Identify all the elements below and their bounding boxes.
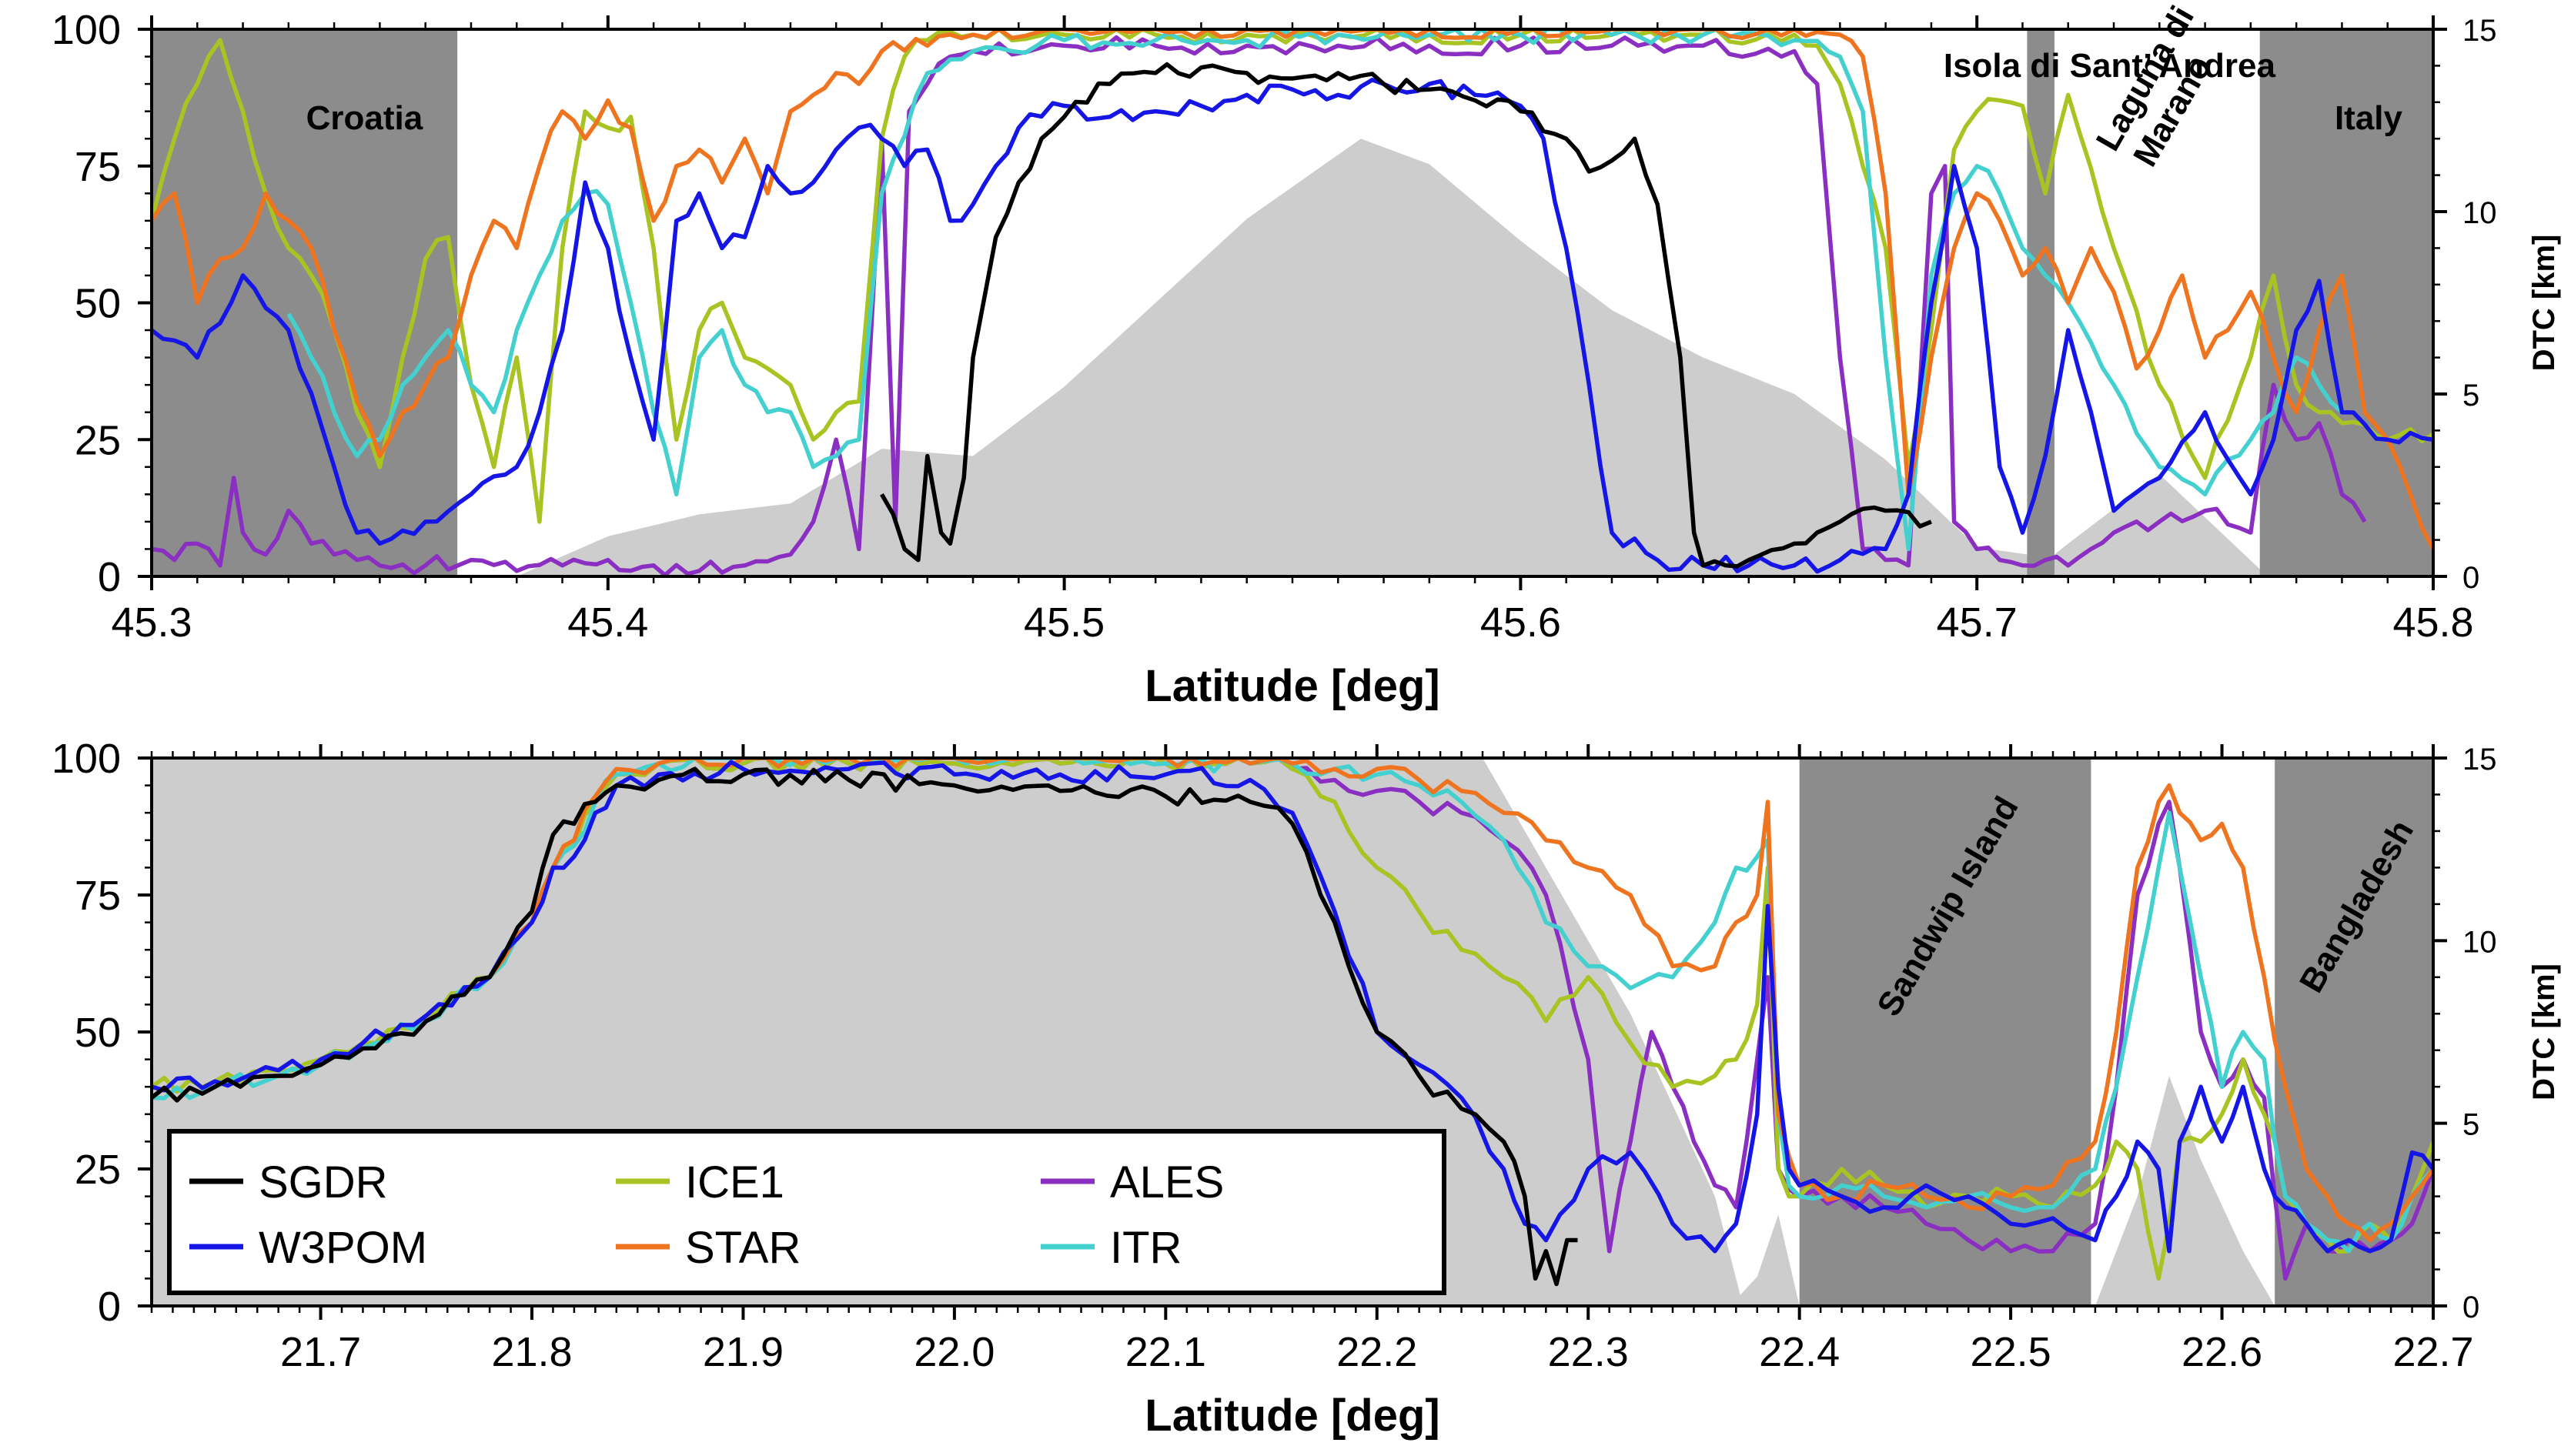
legend-box [167,1129,1446,1295]
y2-tick-label: 5 [2462,379,2479,412]
y-tick-label: 25 [75,1147,121,1193]
x-axis-title: Latitude [deg] [1145,661,1439,711]
y-tick-label: 75 [75,144,121,190]
x-tick-label: 21.9 [703,1329,784,1375]
legend: SGDR W3POM ICE1 STAR ALES ITR [167,1129,1446,1295]
land-region-1 [1799,758,2091,1306]
dtc-area [152,139,2433,576]
y2-tick-label: 15 [2462,743,2497,776]
region-label-1: Croatia [306,99,423,137]
y-tick-label: 100 [52,7,121,53]
y-tick-label: 50 [75,281,121,327]
series-w3pom-line [152,760,2433,1254]
y2-tick-label: 10 [2462,196,2497,230]
x-tick-label: 22.3 [1548,1329,1629,1375]
x-tick-label: 21.8 [491,1329,572,1375]
x-tick-label: 22.4 [1759,1329,1840,1375]
x-tick-label: 45.5 [1024,599,1105,646]
y2-tick-label: 0 [2462,561,2479,595]
x-tick-label: 45.3 [111,599,192,646]
x-axis-title: Latitude [deg] [1145,1391,1439,1441]
x-tick-label: 21.7 [280,1329,361,1375]
land-region-2 [2027,29,2054,576]
y2-tick-label: 10 [2462,925,2497,959]
legend-label-itr: ITR [1110,1223,1182,1273]
y-tick-label: 25 [75,417,121,463]
x-tick-label: 45.7 [1937,599,2018,646]
y-tick-label: 50 [75,1010,121,1056]
series-w3pom-line [152,78,2433,574]
x-tick-label: 22.7 [2392,1329,2473,1375]
y-tick-label: 75 [75,873,121,919]
series-star-line [152,29,2433,550]
x-tick-label: 45.8 [2392,599,2473,646]
legend-label-sgdr: SGDR [259,1157,388,1207]
region-label-3: Italy [2335,99,2403,137]
series-ice1-line [152,29,2433,524]
land-region-1 [152,29,458,576]
region-label-2: Isola di Sant’ Andrea [1944,47,2276,85]
y2-axis-title: DTC [km] [2527,963,2561,1100]
y-tick-label: 100 [52,736,121,782]
y2-axis-title: DTC [km] [2527,235,2561,372]
legend-label-w3pom: W3POM [259,1223,427,1273]
x-tick-label: 22.5 [1971,1329,2051,1375]
x-tick-label: 45.4 [567,599,648,646]
legend-label-ales: ALES [1110,1157,1224,1207]
y-tick-label: 0 [98,554,121,600]
x-tick-label: 22.6 [2182,1329,2262,1375]
x-tick-label: 45.6 [1480,599,1561,646]
legend-label-star: STAR [685,1223,801,1273]
series-ales-line [152,35,2367,576]
series-sgdr-line [152,766,1578,1287]
y2-tick-label: 0 [2462,1291,2479,1324]
legend-label-ice1: ICE1 [685,1157,784,1207]
y2-tick-label: 15 [2462,14,2497,48]
y-tick-label: 0 [98,1284,121,1330]
series-itr-line [286,29,2344,552]
plot-area [152,29,2433,576]
series-sgdr-line [880,62,1932,569]
x-tick-label: 22.0 [914,1329,995,1375]
y2-tick-label: 5 [2462,1108,2479,1142]
x-tick-label: 22.2 [1336,1329,1417,1375]
x-tick-label: 22.1 [1125,1329,1206,1375]
